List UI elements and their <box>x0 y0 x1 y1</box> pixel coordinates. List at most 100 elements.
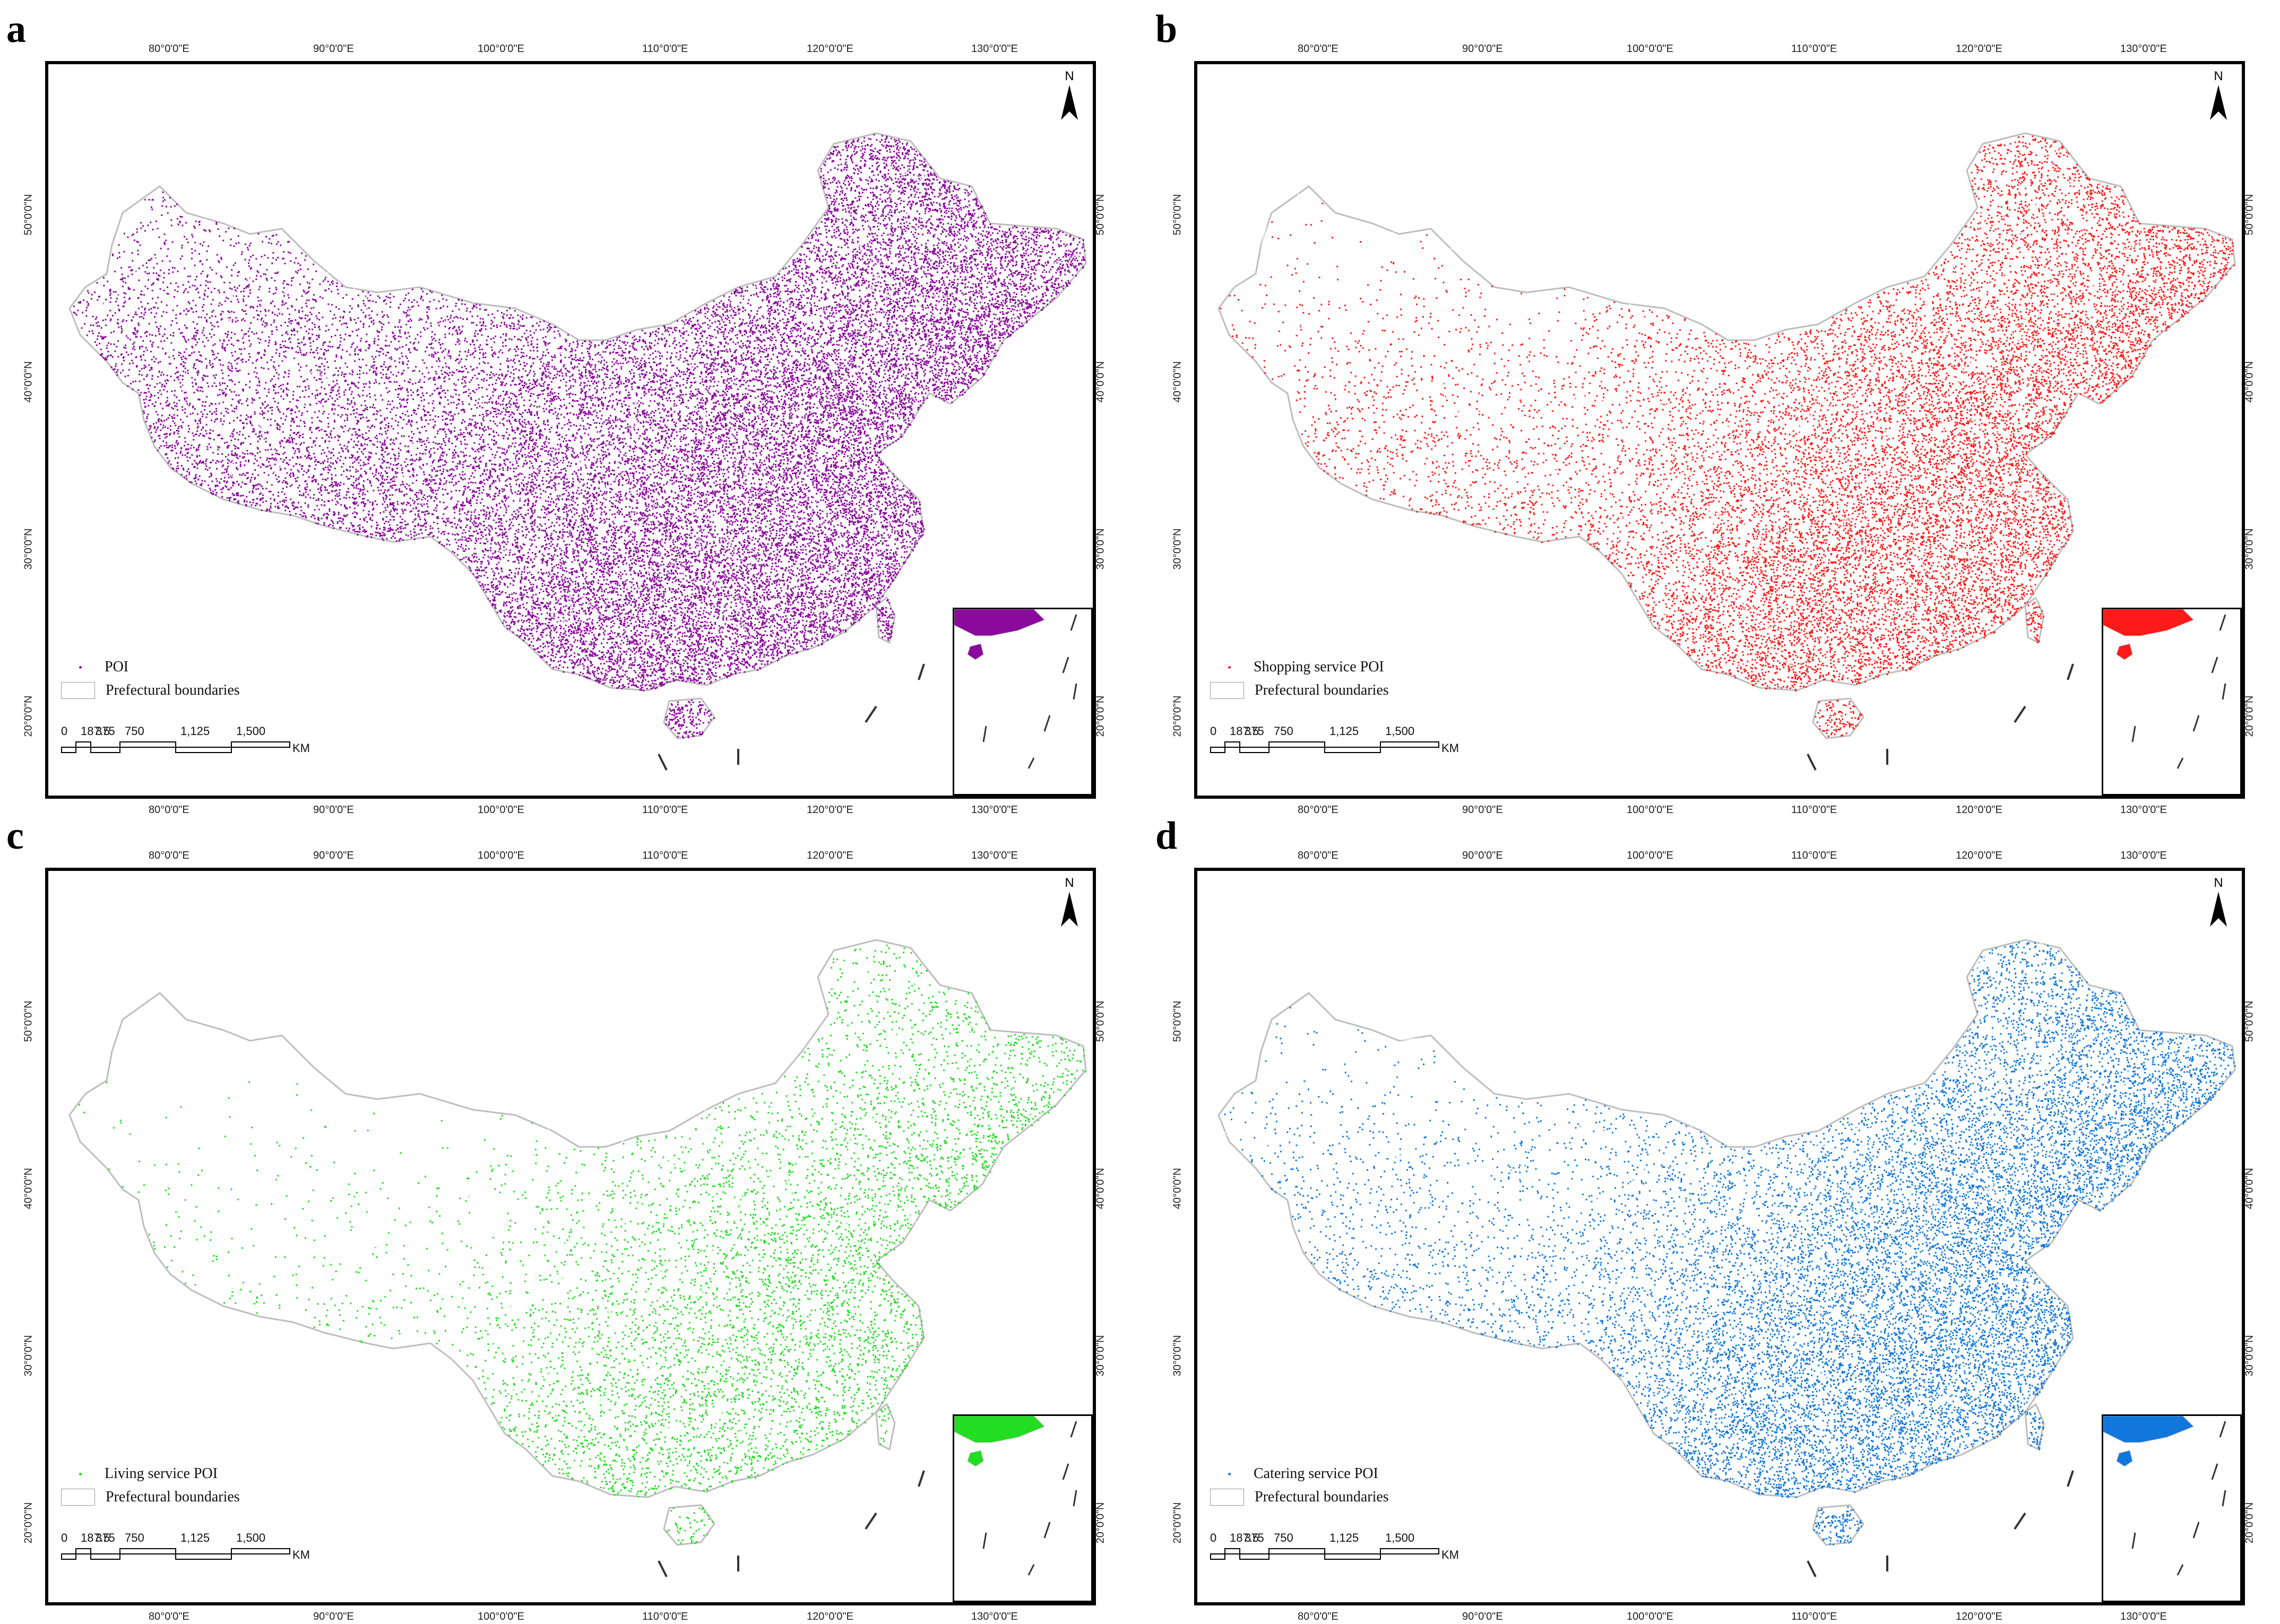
scale-bar-graphic <box>1210 1548 1439 1560</box>
north-arrow-icon <box>1061 85 1078 120</box>
scale-label: 1,125 <box>180 724 210 738</box>
inset-dash-segment <box>982 1532 987 1549</box>
legend-boundary-label: Prefectural boundaries <box>1255 682 1389 698</box>
legend: Shopping service POI Prefectural boundari… <box>1210 655 1389 702</box>
longitude-tick-label: 90°0'0"E <box>1462 850 1503 861</box>
longitude-tick-label: 110°0'0"E <box>1791 43 1837 55</box>
inset-dash-segment <box>2192 715 2200 732</box>
latitude-tick-label: 20°0'0"N <box>1094 1502 1107 1544</box>
scale-label: 750 <box>125 1531 144 1544</box>
longitude-tick-label: 130°0'0"E <box>2120 43 2167 55</box>
inset-land <box>2103 609 2194 660</box>
longitude-tick-label: 90°0'0"E <box>1462 43 1503 55</box>
nine-dash-line-segment <box>658 1560 668 1577</box>
longitude-tick-label: 80°0'0"E <box>1298 1611 1338 1622</box>
south-china-sea-inset <box>953 1414 1093 1602</box>
scale-label: 375 <box>1245 1531 1264 1544</box>
nine-dash-line-segment <box>1807 754 1817 771</box>
map-frame <box>45 61 1096 799</box>
scale-bar: 0 187.5 375 750 1,125 1,500 KM <box>61 724 358 762</box>
longitude-tick-label: 100°0'0"E <box>1627 804 1673 816</box>
map-frame <box>1194 61 2245 799</box>
inset-dash-segment <box>2211 1463 2218 1480</box>
longitude-tick-label: 80°0'0"E <box>1298 804 1338 816</box>
scale-label: 0 <box>1210 724 1217 738</box>
boundary-symbol <box>1210 1489 1244 1506</box>
latitude-tick-label: 20°0'0"N <box>22 1502 34 1544</box>
latitude-tick-label: 30°0'0"N <box>22 528 34 570</box>
scale-label: 1,500 <box>1385 1531 1415 1544</box>
scale-label: 1,125 <box>180 1531 210 1544</box>
longitude-tick-label: 110°0'0"E <box>642 1611 688 1622</box>
scale-label: 375 <box>96 1531 115 1544</box>
hainan-outline <box>663 1504 715 1546</box>
prefectural-boundaries <box>1230 131 2143 670</box>
china-outline <box>68 939 1087 1498</box>
china-map <box>1217 131 2236 771</box>
latitude-tick-label: 20°0'0"N <box>1094 695 1107 737</box>
prefectural-boundaries <box>98 136 1084 685</box>
south-china-sea-inset <box>953 608 1093 796</box>
prefectural-boundaries <box>1202 942 2193 1518</box>
legend: Living service POI Prefectural boundaries <box>61 1462 240 1509</box>
nine-dash-line-segment <box>865 705 877 723</box>
latitude-tick-label: 30°0'0"N <box>1171 1335 1184 1377</box>
legend-item-boundaries: Prefectural boundaries <box>61 679 240 702</box>
legend-item-boundaries: Prefectural boundaries <box>61 1485 240 1509</box>
inset-dash-segment <box>982 725 987 742</box>
inset-map <box>954 609 1077 769</box>
latitude-tick-label: 40°0'0"N <box>1171 1168 1184 1210</box>
poi-symbol <box>79 1472 82 1475</box>
longitude-tick-label: 110°0'0"E <box>1791 804 1837 816</box>
longitude-tick-label: 120°0'0"E <box>1956 850 2002 861</box>
north-label: N <box>2214 69 2223 83</box>
latitude-tick-label: 40°0'0"N <box>1094 361 1107 403</box>
inset-dash-segment <box>1073 683 1077 700</box>
scale-label: 750 <box>1274 724 1293 738</box>
latitude-tick-label: 40°0'0"N <box>1171 361 1184 403</box>
latitude-tick-label: 40°0'0"N <box>22 1168 34 1210</box>
longitude-tick-label: 100°0'0"E <box>478 850 524 861</box>
inset-map <box>2103 609 2226 769</box>
map-panel-a: a 80°0'0"E 80°0'0"E 90°0'0"E 90°0'0"E 100°0'0… <box>0 0 1131 816</box>
longitude-tick-label: 130°0'0"E <box>971 1611 1018 1622</box>
inset-dash-segment <box>2131 725 2136 742</box>
inset-dash-segment <box>1062 656 1069 673</box>
latitude-tick-label: 30°0'0"N <box>1094 528 1107 570</box>
longitude-tick-label: 80°0'0"E <box>149 1611 189 1622</box>
longitude-tick-label: 90°0'0"E <box>313 850 354 861</box>
legend: POI Prefectural boundaries <box>61 655 240 702</box>
inset-dash-segment <box>2219 614 2226 631</box>
latitude-tick-label: 50°0'0"N <box>2243 194 2256 236</box>
longitude-tick-label: 110°0'0"E <box>642 850 688 861</box>
china-outline <box>68 132 1087 692</box>
nine-dash-line-segment <box>2014 705 2026 723</box>
scale-bar: 0 187.5 375 750 1,125 1,500 KM <box>61 1531 358 1568</box>
longitude-tick-label: 130°0'0"E <box>2120 850 2167 861</box>
latitude-tick-label: 20°0'0"N <box>1171 1502 1184 1544</box>
scale-label: 1,500 <box>236 1531 266 1544</box>
longitude-tick-label: 110°0'0"E <box>1791 1611 1837 1622</box>
longitude-tick-label: 130°0'0"E <box>2120 1611 2167 1622</box>
latitude-tick-label: 20°0'0"N <box>2243 695 2256 737</box>
longitude-tick-label: 100°0'0"E <box>478 1611 524 1622</box>
latitude-tick-label: 30°0'0"N <box>2243 528 2256 570</box>
legend-poi-label: Shopping service POI <box>1254 659 1384 675</box>
map-panel-b: b 80°0'0"E 80°0'0"E 90°0'0"E 90°0'0"E 100°0'0… <box>1149 0 2280 816</box>
longitude-tick-label: 90°0'0"E <box>313 43 354 55</box>
china-outline <box>1217 939 2236 1498</box>
north-arrow-icon <box>2210 85 2227 120</box>
scale-unit: KM <box>1441 741 1459 755</box>
poi-points <box>78 944 1086 1544</box>
map-panel-c: c 80°0'0"E 80°0'0"E 90°0'0"E 90°0'0"E 100°0'0… <box>0 807 1131 1622</box>
nine-dash-line-segment <box>918 1470 925 1487</box>
inset-dash-segment <box>1043 1522 1051 1539</box>
scale-unit: KM <box>1441 1548 1459 1561</box>
scale-label: 187.5 <box>1230 1531 1259 1544</box>
legend-item-poi: Catering service POI <box>1210 1462 1389 1485</box>
panel-letter: c <box>6 814 24 858</box>
longitude-tick-label: 120°0'0"E <box>807 850 853 861</box>
scale-bar-graphic <box>61 1548 290 1560</box>
longitude-tick-label: 80°0'0"E <box>1298 850 1338 861</box>
prefectural-boundaries <box>114 956 1038 1478</box>
